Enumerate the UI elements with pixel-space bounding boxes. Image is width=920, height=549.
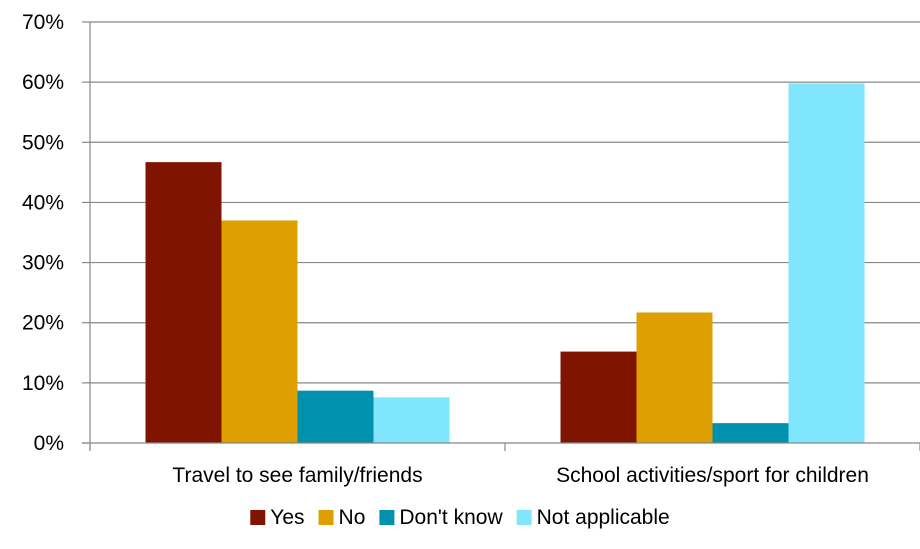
legend-item: Not applicable	[516, 506, 670, 529]
legend-label: No	[339, 506, 366, 529]
legend-swatch	[379, 510, 395, 525]
y-tick-label: 0%	[34, 432, 64, 455]
axis-labels: 0% 10% 20% 30% 40% 50% 60% 70% Travel to see fam…	[22, 11, 869, 487]
bar-no	[221, 220, 298, 443]
y-tick-label: 70%	[22, 11, 64, 34]
bar-no	[636, 312, 713, 443]
bar-don-t-know	[297, 390, 374, 443]
bar-yes	[560, 351, 637, 443]
axes	[82, 21, 920, 451]
x-category-label: School activities/sport for children	[556, 464, 869, 487]
legend-label: Don't know	[399, 506, 503, 529]
legend-label: Not applicable	[537, 506, 670, 529]
y-tick-label: 60%	[22, 71, 64, 94]
bar-not-applicable	[373, 397, 450, 443]
legend-item: Don't know	[379, 506, 503, 529]
bar-yes	[145, 162, 222, 443]
legend-swatch	[250, 510, 266, 525]
legend-item: Yes	[250, 506, 305, 529]
legend-swatch	[516, 510, 532, 525]
x-category-label: Travel to see family/friends	[172, 464, 422, 487]
y-tick-label: 30%	[22, 252, 64, 275]
bar-don-t-know	[712, 423, 789, 443]
legend: Yes No Don't know Not applicable	[250, 506, 670, 529]
bars	[145, 83, 865, 444]
y-tick-label: 50%	[22, 131, 64, 154]
y-tick-label: 10%	[22, 372, 64, 395]
y-tick-label: 40%	[22, 191, 64, 214]
legend-label: Yes	[270, 506, 304, 529]
y-tick-label: 20%	[22, 312, 64, 335]
legend-item: No	[318, 506, 366, 529]
legend-swatch	[318, 510, 334, 525]
bar-not-applicable	[788, 83, 865, 444]
